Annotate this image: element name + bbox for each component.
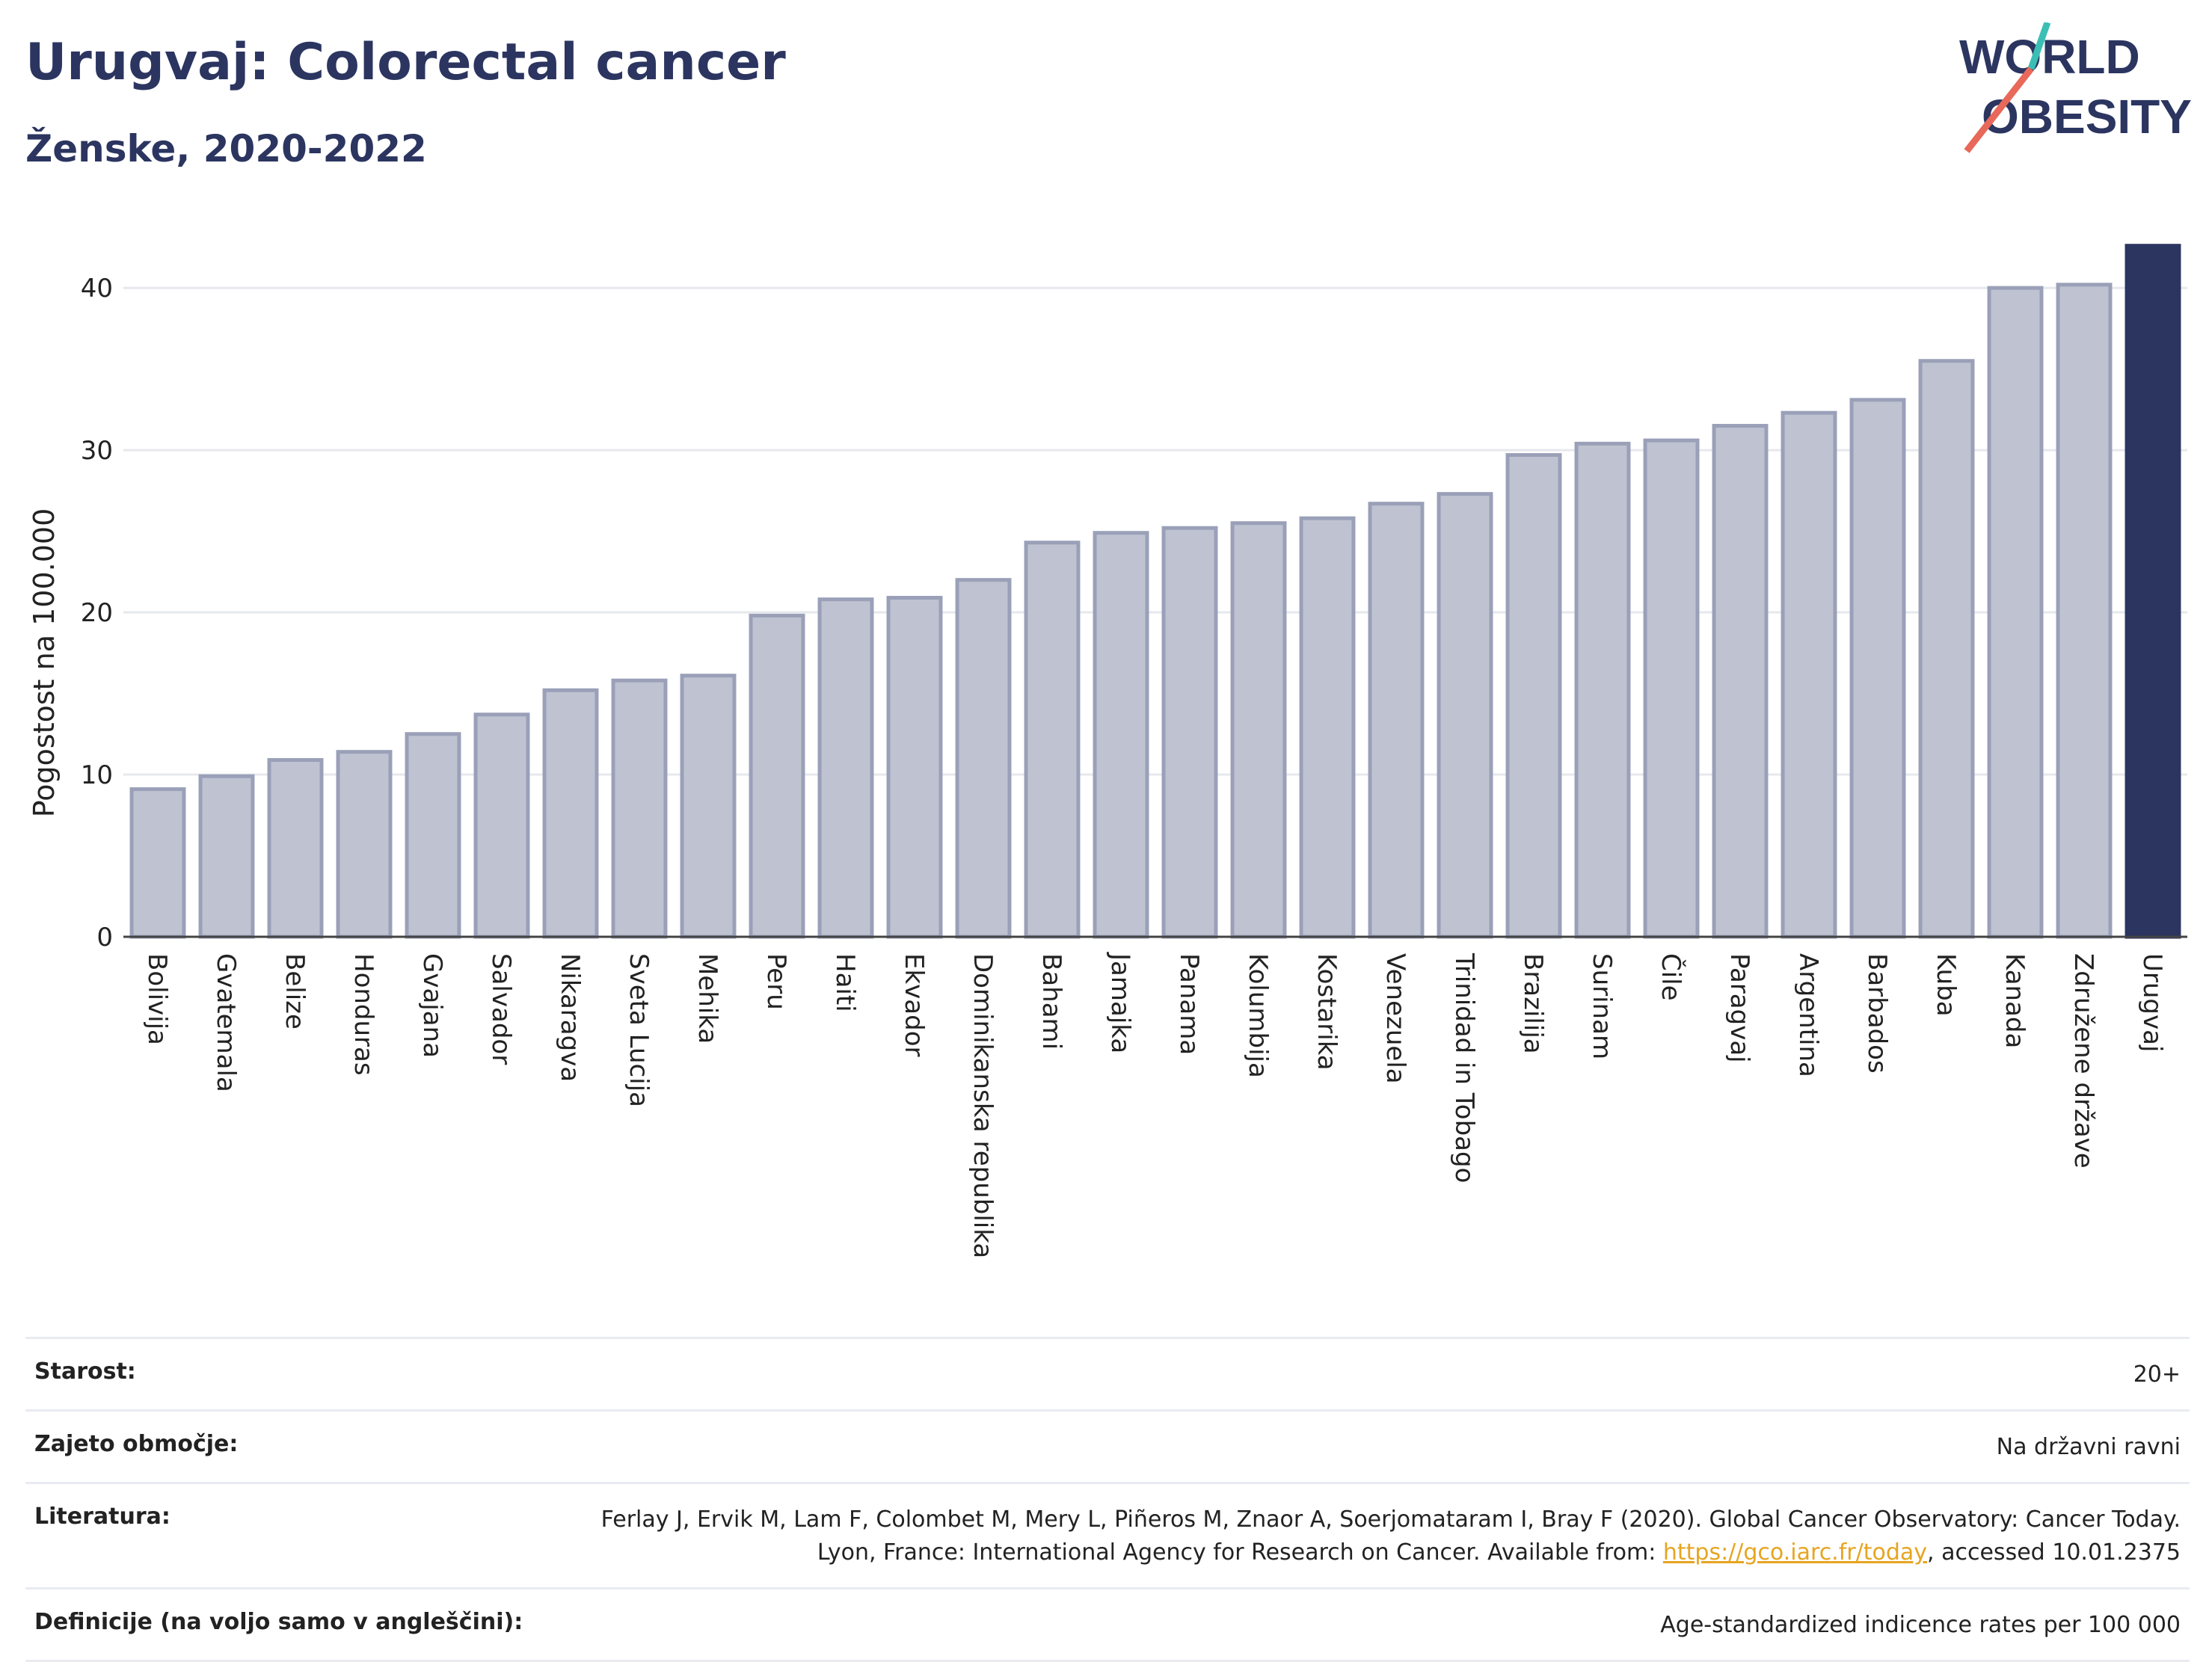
- logo-line2: OBESITY: [1982, 90, 2192, 144]
- bar-13: [1024, 541, 1081, 939]
- bar-1: [198, 774, 255, 939]
- gridlines: [123, 286, 2187, 776]
- category-label: Salvador: [486, 953, 516, 1065]
- category-label: Surinam: [1587, 953, 1617, 1059]
- bar-19: [1437, 492, 1493, 939]
- category-label: Honduras: [348, 953, 378, 1076]
- reference-label: Literatura:: [34, 1504, 170, 1530]
- bar-12: [955, 578, 1012, 939]
- bar-18: [1368, 502, 1425, 939]
- metadata-table: Starost: 20+ Zajeto območje: Na državni …: [25, 1337, 2190, 1662]
- category-label: Kostarika: [1312, 953, 1342, 1071]
- category-label: Trinidad in Tobago: [1449, 952, 1479, 1183]
- y-tick-label: 10: [81, 760, 113, 790]
- bar-6: [542, 688, 599, 939]
- bar-29: [2125, 244, 2181, 939]
- category-label: Nikaragva: [555, 953, 585, 1082]
- bar-8: [680, 674, 737, 939]
- category-label: Argentina: [1793, 953, 1823, 1077]
- age-value: 20+: [2133, 1361, 2181, 1388]
- meta-row-definitions: Definicije (na voljo samo v angleščini):…: [25, 1587, 2190, 1662]
- category-label: Barbados: [1862, 953, 1892, 1074]
- bar-10: [817, 597, 874, 939]
- definitions-value: Age-standardized indicence rates per 100…: [1660, 1612, 2181, 1638]
- bar-14: [1093, 531, 1149, 939]
- category-labels: Bolivija Gvatemala Belize Honduras Gvajana Sa…: [142, 952, 2167, 1258]
- meta-row-age: Starost: 20+: [25, 1337, 2190, 1409]
- category-label: Bolivija: [142, 953, 172, 1045]
- bar-0: [129, 787, 186, 939]
- bar-21: [1574, 441, 1631, 939]
- category-label: Brazilija: [1518, 953, 1548, 1054]
- category-label: Paragvaj: [1724, 953, 1754, 1063]
- reference-link[interactable]: https://gco.iarc.fr/today: [1662, 1539, 1928, 1566]
- category-label: Jamajka: [1105, 952, 1135, 1053]
- bar-28: [2056, 283, 2113, 939]
- bar-9: [749, 613, 805, 939]
- bar-22: [1643, 438, 1700, 939]
- bar-3: [336, 750, 393, 939]
- reference-value: Ferlay J, Ervik M, Lam F, Colombet M, Me…: [595, 1504, 2181, 1569]
- category-label: Panama: [1174, 953, 1204, 1055]
- chart-title: Urugvaj: Colorectal cancer: [25, 33, 786, 92]
- bar-17: [1299, 516, 1356, 939]
- reference-suffix: , accessed 10.01.2375: [1927, 1539, 2181, 1566]
- chart-subtitle: Ženske, 2020-2022: [25, 127, 427, 170]
- y-axis-label: Pogostost na 100.000: [28, 508, 61, 818]
- definitions-label: Definicije (na voljo samo v angleščini):: [34, 1609, 523, 1635]
- bar-24: [1781, 410, 1837, 939]
- reference-text: Ferlay J, Ervik M, Lam F, Colombet M, Me…: [600, 1506, 2181, 1566]
- area-label: Zajeto območje:: [34, 1431, 239, 1457]
- category-label: Haiti: [830, 953, 860, 1012]
- bar-20: [1505, 453, 1562, 939]
- category-label: Peru: [761, 953, 791, 1010]
- category-label: Gvajana: [417, 953, 447, 1058]
- y-tick-label: 30: [81, 436, 113, 466]
- category-label: Dominikanska republika: [968, 953, 998, 1258]
- bars: [129, 244, 2181, 939]
- category-label: Venezuela: [1380, 953, 1410, 1084]
- category-label: Kanada: [2000, 953, 2030, 1048]
- bar-26: [1918, 359, 1975, 939]
- bar-27: [1987, 286, 2044, 939]
- category-label: Ekvador: [899, 953, 929, 1057]
- category-label: Gvatemala: [211, 953, 241, 1092]
- category-label: Združene države: [2068, 953, 2098, 1169]
- category-label: Mehika: [692, 953, 722, 1044]
- category-label: Sveta Lucija: [624, 953, 654, 1107]
- category-label: Bahami: [1036, 953, 1066, 1050]
- bar-16: [1230, 521, 1287, 939]
- meta-row-reference: Literatura: Ferlay J, Ervik M, Lam F, Co…: [25, 1482, 2190, 1587]
- bar-7: [611, 678, 668, 939]
- bar-11: [886, 596, 943, 939]
- y-tick-label: 40: [81, 274, 113, 304]
- logo-slash-teal: [2027, 22, 2051, 70]
- category-label: Kolumbija: [1243, 953, 1273, 1078]
- bar-chart: 0 10 20 30 40 Pogostost na 100.000 Bolivija G…: [28, 244, 2187, 1258]
- logo-line1: WORLD: [1959, 30, 2140, 84]
- bar-23: [1712, 424, 1769, 939]
- area-value: Na državni ravni: [1996, 1434, 2181, 1460]
- y-tick-label: 0: [96, 923, 113, 952]
- meta-row-area: Zajeto območje: Na državni ravni: [25, 1409, 2190, 1482]
- category-label: Urugvaj: [2137, 953, 2167, 1052]
- world-obesity-logo: WORLD OBESITY: [1959, 22, 2192, 153]
- bar-2: [267, 757, 324, 939]
- category-label: Kuba: [1931, 953, 1961, 1017]
- bar-5: [473, 712, 530, 939]
- logo-slash-coral: [1964, 67, 2034, 153]
- bar-4: [405, 732, 461, 939]
- category-label: Čile: [1656, 953, 1686, 1001]
- bar-15: [1161, 526, 1218, 939]
- y-axis-ticks: 0 10 20 30 40: [81, 274, 113, 952]
- bar-25: [1849, 398, 1906, 939]
- y-tick-label: 20: [81, 598, 113, 628]
- age-label: Starost:: [34, 1358, 136, 1385]
- category-label: Belize: [280, 953, 310, 1029]
